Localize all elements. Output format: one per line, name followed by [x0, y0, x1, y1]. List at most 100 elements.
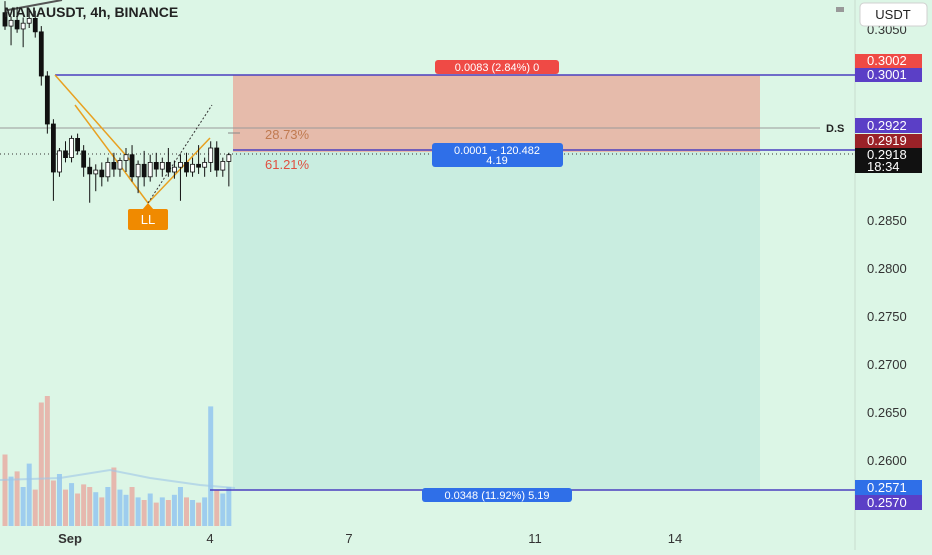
candle [178, 154, 183, 201]
candle [159, 157, 165, 177]
candle [57, 148, 62, 177]
candle [190, 157, 195, 177]
candle-body [2, 12, 8, 27]
stop-bottom-price-box [855, 495, 922, 510]
entry-label-line1: 0.0001 ~ 120.482 [454, 145, 540, 157]
candle-body [226, 154, 232, 162]
y-tick-3: 0.2750 [867, 309, 907, 324]
candle-body [165, 161, 171, 173]
volume-bar [196, 502, 202, 526]
candle-body [57, 150, 62, 173]
pattern-line-b[interactable] [74, 104, 149, 204]
y-tick-4: 0.2700 [867, 357, 907, 372]
volume-bar [105, 487, 111, 526]
ll-label: LL [141, 212, 155, 227]
candle-body [153, 161, 159, 170]
candle-body [44, 75, 50, 125]
candle-body [171, 166, 177, 173]
candle-body [26, 17, 32, 24]
volume-bar [190, 500, 196, 526]
candle-body [63, 150, 68, 159]
volume-bar [63, 489, 68, 526]
countdown: 18:34 [867, 159, 900, 174]
candle [141, 150, 147, 187]
y-tick-6: 0.2600 [867, 453, 907, 468]
volume-bar [123, 494, 129, 526]
candle [87, 157, 93, 203]
candle [208, 141, 214, 172]
candle-body [99, 169, 105, 178]
volume-bar [177, 487, 183, 526]
upper-price-box [855, 68, 922, 82]
fib-lower-label: 61.21% [265, 157, 310, 172]
candle-body [75, 137, 80, 152]
ll-marker[interactable]: LL [128, 203, 168, 230]
volume-bar [159, 497, 165, 526]
time-axis-background [0, 530, 855, 550]
stop-zone[interactable] [233, 152, 760, 490]
candle [14, 6, 20, 33]
x-tick-14: 14 [668, 531, 682, 546]
volume-bar [214, 489, 220, 526]
candle-body [69, 137, 74, 158]
chart-title: MANAUSDT, 4h, BINANCE [4, 4, 178, 20]
volume-bar [226, 487, 232, 526]
volume-bar [99, 497, 105, 526]
candle-body [220, 161, 226, 171]
currency-label: USDT [875, 7, 910, 22]
pattern-line-c[interactable] [147, 137, 211, 204]
candle-body [8, 19, 14, 27]
candle [117, 157, 123, 177]
volume-bar [38, 402, 44, 526]
x-tick-11: 11 [528, 531, 542, 546]
volume-bar [184, 497, 189, 526]
window-control-icon[interactable] [836, 7, 844, 12]
volume-bar [93, 492, 99, 526]
candle-body [129, 154, 135, 178]
candle [63, 141, 68, 163]
x-tick-7: 7 [345, 531, 352, 546]
last-price: 0.2918 [867, 147, 907, 162]
candle [69, 135, 74, 163]
ds-price: 0.2922 [867, 118, 907, 133]
candle [93, 164, 99, 192]
candle-body [87, 166, 93, 175]
entry-price-box [855, 134, 922, 148]
fib-dotted-line[interactable] [147, 104, 213, 204]
candle [220, 157, 226, 177]
volume-bar [111, 467, 117, 526]
stop-label-box [422, 488, 572, 502]
entry-price: 0.2919 [867, 133, 907, 148]
candle-body [202, 161, 208, 168]
candle [38, 26, 44, 86]
last-price-box [855, 148, 922, 173]
ds-price-box [855, 118, 922, 133]
candle-body [159, 161, 165, 170]
candle-body [196, 163, 202, 168]
candle [153, 152, 159, 177]
candle-body [38, 31, 44, 77]
candle [165, 148, 171, 177]
upper-price: 0.3001 [867, 67, 907, 82]
volume-bars [2, 396, 232, 526]
candle [8, 16, 14, 46]
candle-body [105, 161, 111, 178]
currency-button[interactable]: USDT [859, 2, 928, 27]
pattern-line-a[interactable] [54, 74, 131, 161]
candle-body [135, 163, 141, 178]
volume-bar [135, 497, 141, 526]
profit-zone[interactable] [233, 75, 760, 152]
volume-bar [44, 396, 50, 526]
volume-ma-line [0, 468, 236, 489]
candle [226, 152, 232, 187]
volume-bar [208, 406, 214, 526]
candle [214, 141, 220, 177]
stop-bottom-price: 0.2570 [867, 495, 907, 510]
y-tick-1: 0.2850 [867, 213, 907, 228]
volume-bar [2, 454, 8, 526]
candle [147, 154, 153, 182]
volume-bar [153, 502, 159, 526]
x-tick-4: 4 [206, 531, 213, 546]
